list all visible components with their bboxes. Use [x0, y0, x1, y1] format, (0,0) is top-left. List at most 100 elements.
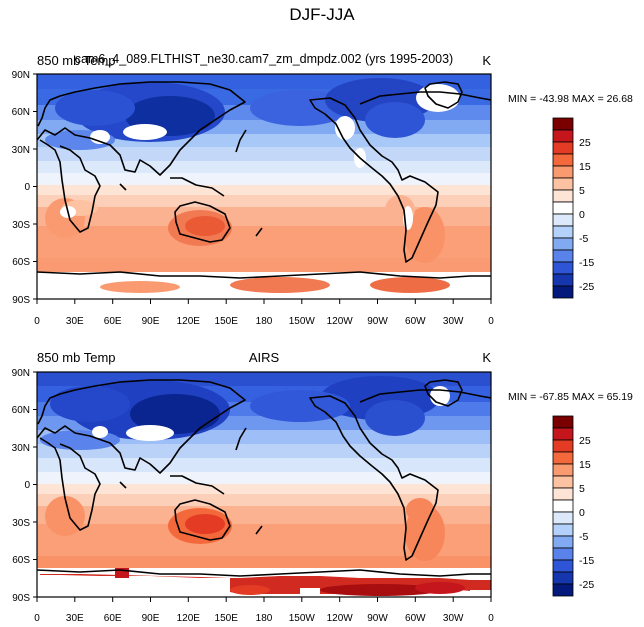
colorbar-swatch	[552, 571, 574, 585]
panel-obs-stats: MIN = -67.85 MAX = 65.19	[508, 391, 633, 403]
panel-obs: 850 mb Temp AIRS K MIN = -67.85 MAX = 65…	[12, 350, 633, 624]
colorbar-swatch	[552, 189, 574, 203]
colorbar-label: 15	[579, 459, 591, 471]
colorbar-label: -5	[579, 531, 588, 543]
colorbar-swatch	[552, 129, 574, 143]
colorbar-swatch	[552, 165, 574, 179]
colorbar-swatch	[552, 177, 574, 191]
panel-obs-coastlines	[37, 379, 491, 577]
panel-model-lon-tick: 90W	[367, 316, 388, 327]
panel-obs-lat-tick: 60N	[12, 405, 30, 416]
colorbar-swatch	[552, 583, 574, 597]
panel-obs-lat-tick: 0	[24, 480, 30, 491]
panel-model-center-title: cam6_4_089.FLTHIST_ne30.cam7_zm_dmpdz.00…	[75, 52, 453, 66]
colorbar-swatch	[552, 261, 574, 275]
colorbar-swatch	[552, 415, 574, 429]
panel-model-lon-tick: 60W	[405, 316, 426, 327]
colorbar-swatch	[552, 273, 574, 287]
colorbar-label: 0	[579, 209, 585, 221]
panel-obs-left-title: 850 mb Temp	[37, 350, 116, 365]
panel-model-lat-tick: 30N	[12, 145, 30, 156]
colorbar-label: -15	[579, 257, 594, 269]
colorbar-swatch	[552, 201, 574, 215]
panel-model-lat-tick: 60N	[12, 107, 30, 118]
colorbar-swatch	[552, 463, 574, 477]
colorbar-label: 5	[579, 483, 585, 495]
colorbar-swatch	[552, 213, 574, 227]
colorbar-swatch	[552, 237, 574, 251]
colorbar-swatch	[552, 117, 574, 131]
colorbar-label: -15	[579, 555, 594, 567]
panel-obs-lon-tick: 90E	[142, 613, 160, 624]
panel-obs-center-title: AIRS	[249, 350, 280, 365]
panel-model-lat-tick: 60S	[12, 257, 30, 268]
panel-obs-lat-tick: 30N	[12, 443, 30, 454]
panel-obs-lon-tick: 30W	[443, 613, 464, 624]
panel-obs-lon-tick: 180	[256, 613, 273, 624]
panel-obs-lon-tick: 60E	[104, 613, 122, 624]
colorbar-label: 25	[579, 435, 591, 447]
colorbar-swatch	[552, 285, 574, 299]
colorbar-label: -25	[579, 281, 594, 293]
colorbar-swatch	[552, 523, 574, 537]
panel-model-lon-tick: 180	[256, 316, 273, 327]
colorbar-swatch	[552, 439, 574, 453]
panel-obs-lat-tick: 90S	[12, 593, 30, 604]
colorbar-label: 5	[579, 185, 585, 197]
panel-model-lat-tick: 90S	[12, 295, 30, 306]
panel-obs-lat-tick: 30S	[12, 518, 30, 529]
colorbar-label: -25	[579, 579, 594, 591]
panel-model-lat-tick: 90N	[12, 70, 30, 81]
panel-model-left-title: 850 mb Temp	[37, 53, 116, 68]
panel-obs-map	[37, 372, 491, 597]
colorbar-swatch	[552, 249, 574, 263]
panel-model-lon-tick: 60E	[104, 316, 122, 327]
colorbar-swatch	[552, 511, 574, 525]
panel-model-lon-tick: 30W	[443, 316, 464, 327]
panel-obs-lon-tick: 120W	[327, 613, 354, 624]
colorbar-swatch	[552, 141, 574, 155]
panel-model-lon-tick: 120W	[327, 316, 354, 327]
colorbar-swatch	[552, 499, 574, 513]
panel-model-map	[37, 74, 491, 299]
panel-obs-lon-tick: 0	[488, 613, 494, 624]
panel-obs-lon-tick: 90W	[367, 613, 388, 624]
panel-model-lon-tick: 150E	[215, 316, 239, 327]
panel-obs-lat-tick: 60S	[12, 555, 30, 566]
panel-model-coastlines	[37, 81, 491, 279]
panel-obs-lon-tick: 150W	[289, 613, 316, 624]
panel-model-lon-tick: 30E	[66, 316, 84, 327]
colorbar-swatch	[552, 535, 574, 549]
panel-obs-lon-tick: 120E	[177, 613, 201, 624]
panel-model-lat-tick: 0	[24, 182, 30, 193]
panel-model-lon-tick: 0	[488, 316, 494, 327]
panel-model: 850 mb Temp cam6_4_089.FLTHIST_ne30.cam7…	[12, 52, 633, 327]
colorbar-swatch	[552, 427, 574, 441]
colorbar-label: -5	[579, 233, 588, 245]
panel-obs-units: K	[482, 350, 491, 365]
panel-obs-lon-tick: 60W	[405, 613, 426, 624]
panel-model-lon-tick: 0	[34, 316, 40, 327]
colorbar-swatch	[552, 153, 574, 167]
colorbar-swatch	[552, 475, 574, 489]
panel-model-colorbar: 25 15 5 0 -5 -15 -25	[552, 117, 594, 299]
colorbar-swatch	[552, 451, 574, 465]
colorbar-label: 25	[579, 137, 591, 149]
panel-obs-lat-tick: 90N	[12, 368, 30, 379]
panel-obs-colorbar: 25 15 5 0 -5 -15 -25	[552, 415, 594, 597]
colorbar-swatch	[552, 487, 574, 501]
panel-model-stats: MIN = -43.98 MAX = 26.68	[508, 93, 633, 105]
panel-model-units: K	[482, 53, 491, 68]
panel-model-lat-tick: 30S	[12, 220, 30, 231]
colorbar-swatch	[552, 547, 574, 561]
panel-model-lon-tick: 90E	[142, 316, 160, 327]
colorbar-swatch	[552, 559, 574, 573]
panel-model-lon-tick: 150W	[289, 316, 316, 327]
panel-model-lon-tick: 120E	[177, 316, 201, 327]
colorbar-label: 0	[579, 507, 585, 519]
panel-obs-lon-tick: 30E	[66, 613, 84, 624]
colorbar-label: 15	[579, 161, 591, 173]
panel-obs-lon-tick: 0	[34, 613, 40, 624]
figure-title: DJF-JJA	[289, 5, 355, 24]
